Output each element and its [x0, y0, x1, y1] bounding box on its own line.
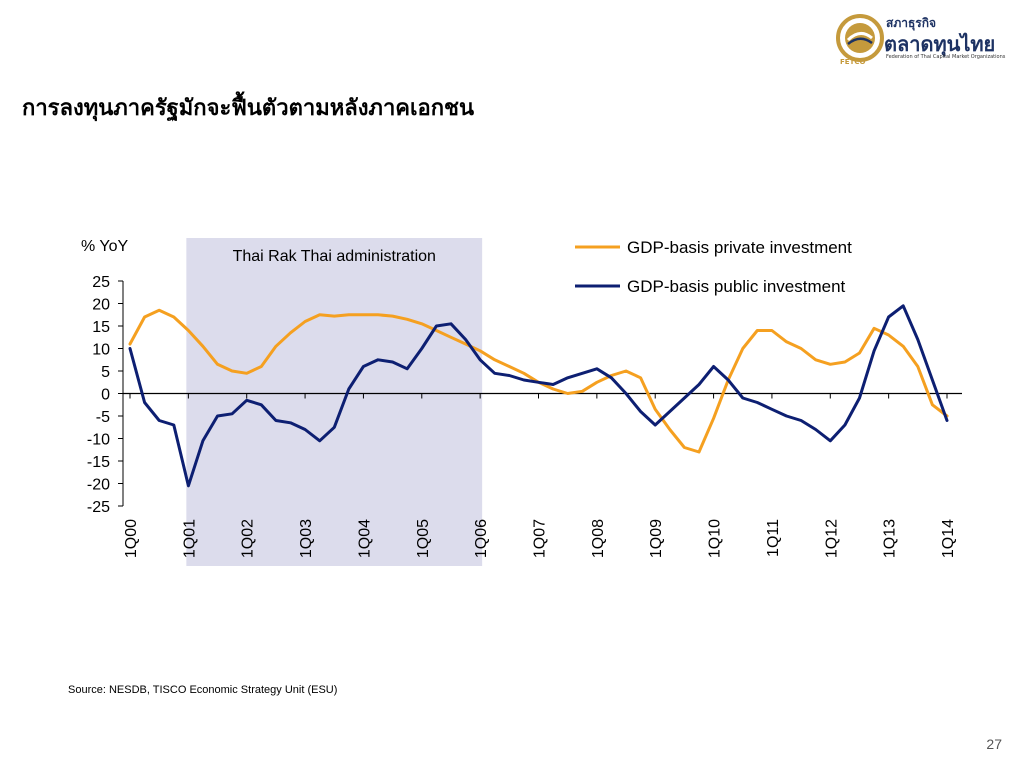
x-tick-label: 1Q07: [532, 519, 549, 558]
shaded-region-label: Thai Rak Thai administration: [233, 248, 436, 265]
logo-thai-line2: ตลาดทุนไทย: [884, 32, 996, 56]
public-investment-line: [128, 304, 949, 488]
y-tick-label: -25: [87, 499, 110, 516]
x-tick-label: 1Q14: [940, 519, 957, 558]
logo-thai-line1: สภาธุรกิจ: [886, 16, 937, 30]
x-tick-label: 1Q04: [356, 519, 373, 558]
legend-label: GDP-basis public investment: [627, 277, 846, 296]
y-tick-label: 0: [101, 387, 110, 404]
y-axis-label: % YoY: [81, 238, 128, 255]
legend-label: GDP-basis private investment: [627, 238, 852, 257]
y-tick-label: -15: [87, 454, 110, 471]
x-axis-ticks: 1Q00 1Q01 1Q02 1Q03 1Q04 1Q05 1Q06 1Q07 1Q08 1Q09…: [123, 393, 957, 558]
x-tick-label: 1Q13: [882, 519, 899, 558]
x-tick-label: 1Q03: [298, 519, 315, 558]
y-tick-label: -5: [96, 409, 110, 426]
y-tick-label: 15: [92, 319, 110, 336]
y-tick-label: 20: [92, 297, 110, 314]
x-tick-label: 1Q12: [823, 519, 840, 558]
y-axis-ticks: 25 20 15 10 5 0 -5 -10 -15 -20 -25: [87, 274, 123, 516]
y-tick-label: 5: [101, 364, 110, 381]
x-tick-label: 1Q10: [707, 519, 724, 558]
y-tick-label: 10: [92, 342, 110, 359]
x-tick-label: 1Q11: [765, 519, 782, 557]
x-tick-label: 1Q06: [473, 519, 490, 558]
x-tick-label: 1Q08: [590, 519, 607, 558]
chart-legend: GDP-basis private investment GDP-basis pu…: [575, 238, 852, 296]
y-tick-label: -20: [87, 477, 110, 494]
page-number: 27: [986, 736, 1002, 752]
logo-english-name: Federation of Thai Capital Market Organi…: [886, 54, 1006, 60]
source-note: Source: NESDB, TISCO Economic Strategy U…: [68, 684, 338, 696]
y-tick-label: -10: [87, 432, 110, 449]
slide-title: การลงทุนภาครัฐมักจะฟื้นตัวตามหลังภาคเอกช…: [22, 96, 475, 121]
x-tick-label: 1Q02: [240, 519, 257, 558]
shaded-region: [186, 238, 483, 566]
x-tick-label: 1Q09: [648, 519, 665, 558]
logo-abbreviation: FETCO: [840, 58, 866, 66]
fetco-emblem-icon: [836, 14, 884, 62]
y-tick-label: 25: [92, 274, 110, 291]
x-tick-label: 1Q00: [123, 519, 140, 558]
x-tick-label: 1Q01: [181, 519, 198, 558]
x-tick-label: 1Q05: [415, 519, 432, 558]
investment-line-chart: Thai Rak Thai administration % YoY 25 20 1…: [81, 238, 962, 566]
fetco-logo: FETCO สภาธุรกิจ ตลาดทุนไทย Federation of…: [836, 14, 1012, 70]
series-lines: [128, 304, 949, 488]
